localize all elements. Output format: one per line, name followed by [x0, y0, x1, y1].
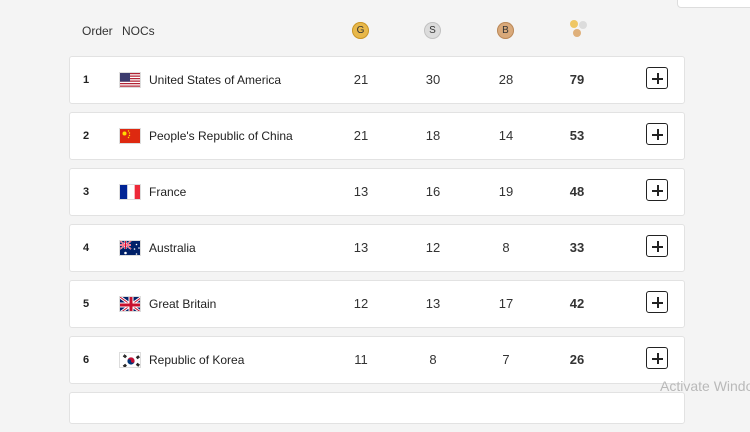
silver-count: 8 [429, 352, 437, 367]
table-row: 5 Great Britain 12 13 17 42 [69, 280, 685, 328]
gold-count: 13 [353, 240, 369, 255]
country-name[interactable]: Great Britain [149, 297, 217, 311]
australia-flag-icon [119, 240, 141, 256]
bronze-count: 17 [498, 296, 514, 311]
bronze-count: 19 [498, 184, 514, 199]
activate-windows-watermark: Activate Windo [660, 378, 750, 394]
country-name[interactable]: Republic of Korea [149, 353, 245, 367]
expand-plus-icon[interactable] [646, 347, 668, 369]
country-name[interactable]: United States of America [149, 73, 282, 87]
expand-plus-icon[interactable] [646, 291, 668, 313]
silver-medal-icon: S [424, 22, 441, 39]
bronze-count: 8 [502, 240, 510, 255]
expand-plus-icon[interactable] [646, 179, 668, 201]
silver-count: 13 [425, 296, 441, 311]
silver-count: 18 [425, 128, 441, 143]
expand-plus-icon[interactable] [646, 235, 668, 257]
order-cell: 1 [83, 74, 90, 86]
bronze-medal-icon: B [497, 22, 514, 39]
china-flag-icon [119, 128, 141, 144]
order-cell: 2 [83, 130, 90, 142]
order-cell: 6 [83, 354, 90, 366]
bronze-count: 14 [498, 128, 514, 143]
korea-flag-icon [119, 352, 141, 368]
nocs-column-header: NOCs [122, 24, 155, 38]
country-name[interactable]: France [149, 185, 187, 199]
table-header: Order NOCs G S B [69, 0, 750, 60]
country-name[interactable]: People's Republic of China [149, 129, 293, 143]
bronze-count: 28 [498, 72, 514, 87]
medal-table: 1 United States of America 21 30 28 79 2 [69, 56, 685, 432]
table-row: 4 Australia 13 12 8 33 [69, 224, 685, 272]
silver-count: 12 [425, 240, 441, 255]
table-row: 1 United States of America 21 30 28 79 [69, 56, 685, 104]
table-row: 6 Republic of Korea 11 8 7 26 [69, 336, 685, 384]
usa-flag-icon [119, 72, 141, 88]
bronze-count: 7 [502, 352, 510, 367]
total-count: 53 [569, 128, 585, 143]
expand-plus-icon[interactable] [646, 123, 668, 145]
order-cell: 5 [83, 298, 90, 310]
total-count: 79 [569, 72, 585, 87]
gold-count: 21 [353, 128, 369, 143]
table-row [69, 392, 685, 424]
table-row: 2 People's Republic of China 21 18 14 53 [69, 112, 685, 160]
total-count: 42 [569, 296, 585, 311]
country-name[interactable]: Australia [149, 241, 196, 255]
gold-medal-icon: G [352, 22, 369, 39]
gold-count: 13 [353, 184, 369, 199]
great-britain-flag-icon [119, 296, 141, 312]
france-flag-icon [119, 184, 141, 200]
expand-plus-icon[interactable] [646, 67, 668, 89]
gold-count: 21 [353, 72, 369, 87]
total-count: 48 [569, 184, 585, 199]
silver-count: 16 [425, 184, 441, 199]
order-cell: 4 [83, 242, 90, 254]
total-count: 33 [569, 240, 585, 255]
table-row: 3 France 13 16 19 48 [69, 168, 685, 216]
silver-count: 30 [425, 72, 441, 87]
top-right-control[interactable] [677, 0, 750, 8]
order-column-header: Order [82, 24, 113, 38]
gold-count: 11 [354, 352, 368, 367]
gold-count: 12 [353, 296, 369, 311]
order-cell: 3 [83, 186, 90, 198]
medals-total-icon [567, 18, 589, 40]
total-count: 26 [569, 352, 585, 367]
